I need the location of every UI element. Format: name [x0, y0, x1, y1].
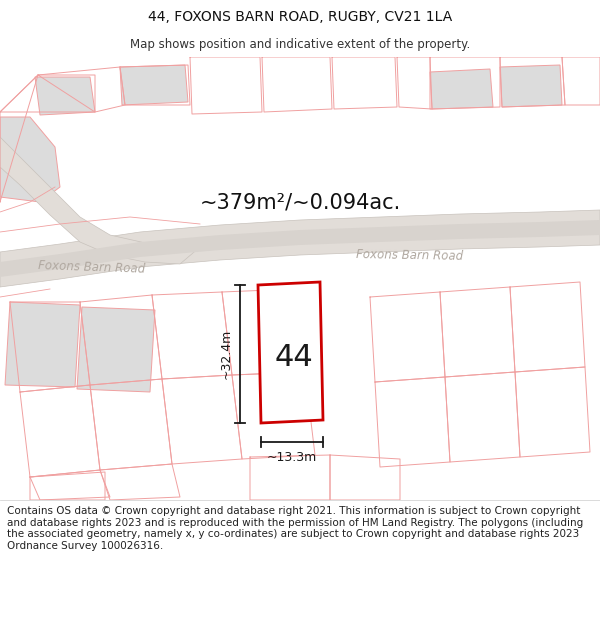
Polygon shape	[5, 302, 80, 387]
Text: 44, FOXONS BARN ROAD, RUGBY, CV21 1LA: 44, FOXONS BARN ROAD, RUGBY, CV21 1LA	[148, 10, 452, 24]
Polygon shape	[35, 77, 95, 115]
Polygon shape	[0, 137, 200, 264]
Polygon shape	[120, 65, 188, 105]
Polygon shape	[77, 307, 155, 392]
Text: Contains OS data © Crown copyright and database right 2021. This information is : Contains OS data © Crown copyright and d…	[7, 506, 583, 551]
Text: 44: 44	[274, 343, 313, 372]
Text: ~32.4m: ~32.4m	[220, 329, 233, 379]
Polygon shape	[0, 210, 600, 287]
Text: ~13.3m: ~13.3m	[267, 451, 317, 464]
Polygon shape	[500, 65, 562, 107]
Text: Map shows position and indicative extent of the property.: Map shows position and indicative extent…	[130, 38, 470, 51]
Polygon shape	[258, 282, 323, 423]
Text: ~379m²/~0.094ac.: ~379m²/~0.094ac.	[199, 192, 401, 212]
Polygon shape	[430, 69, 493, 109]
Polygon shape	[0, 220, 600, 277]
Text: Foxons Barn Road: Foxons Barn Road	[38, 259, 146, 276]
Polygon shape	[0, 117, 60, 202]
Text: Foxons Barn Road: Foxons Barn Road	[356, 248, 464, 262]
